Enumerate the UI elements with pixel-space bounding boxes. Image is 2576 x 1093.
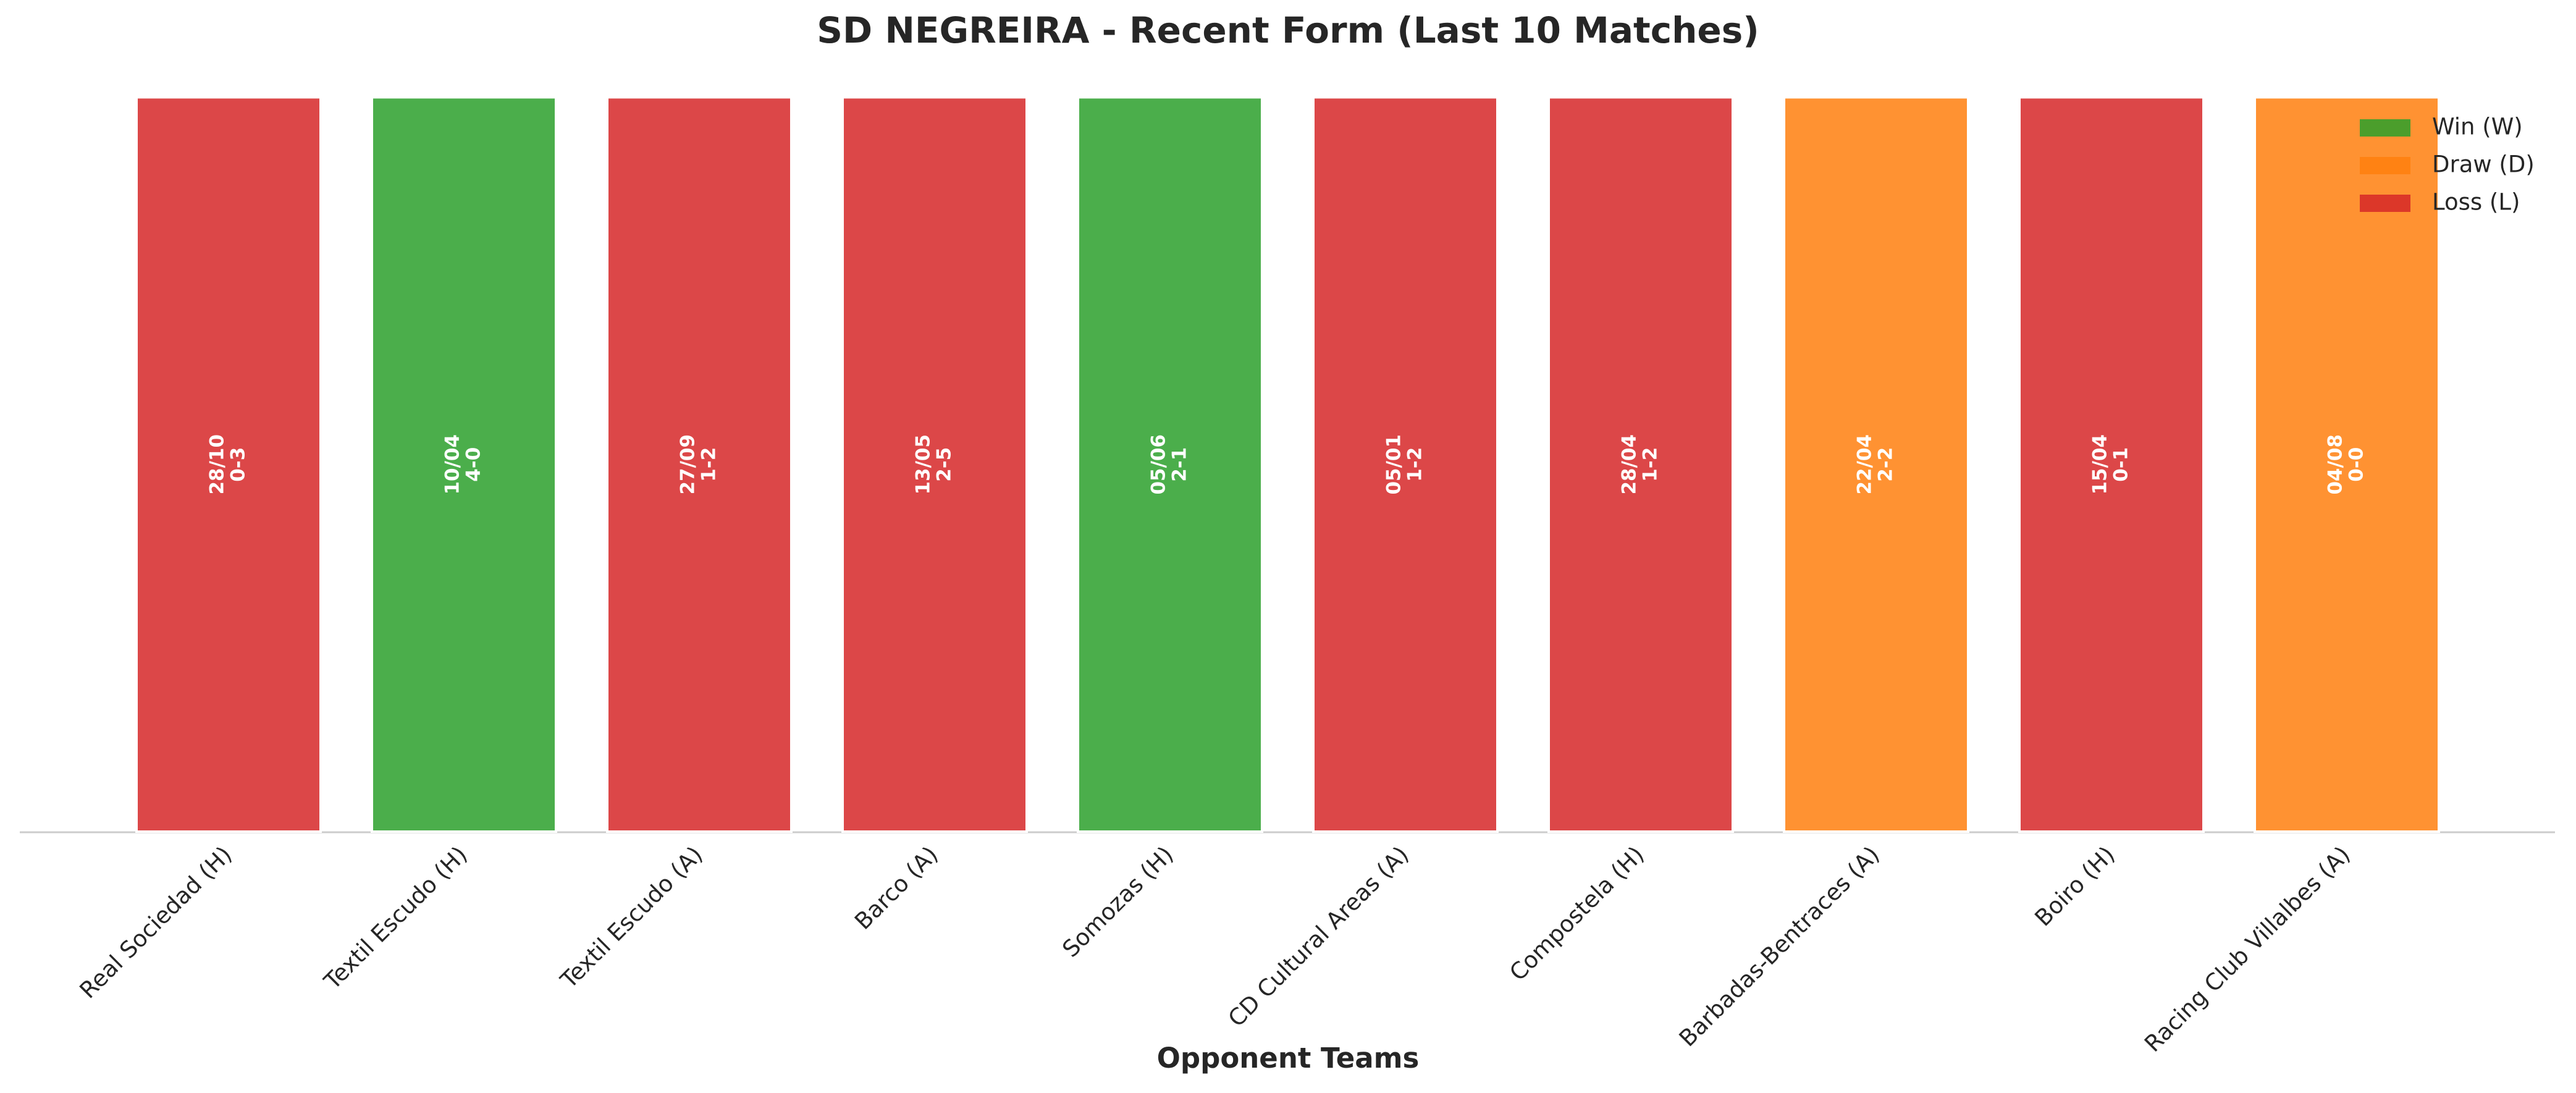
bar xyxy=(371,96,557,833)
x-tick-label: Real Sociedad (H) xyxy=(75,841,237,1003)
x-tick-label: Racing Club Villalbes (A) xyxy=(2139,841,2355,1057)
bar-date-label: 22/04 xyxy=(1854,434,1876,495)
bar-score-label: 2-1 xyxy=(1169,447,1191,482)
legend-swatch xyxy=(2360,119,2410,137)
bar-score-label: 2-5 xyxy=(933,447,956,482)
bar-score-label: 1-2 xyxy=(698,447,720,482)
bar-score-label: 1-2 xyxy=(1639,447,1662,482)
legend-label: Draw (D) xyxy=(2432,151,2535,178)
legend-label: Loss (L) xyxy=(2432,189,2520,216)
bar xyxy=(135,96,322,833)
x-tick-label: Boiro (H) xyxy=(2030,841,2120,931)
legend-swatch xyxy=(2360,157,2410,174)
bar-date-label: 15/04 xyxy=(2089,434,2111,495)
bar-score-label: 0-0 xyxy=(2346,447,2368,482)
bar-date-label: 05/01 xyxy=(1383,434,1405,495)
bar-date-label: 28/04 xyxy=(1618,434,1641,495)
bar xyxy=(2018,96,2205,833)
bar-date-label: 28/10 xyxy=(206,434,229,495)
x-tick-label: Compostela (H) xyxy=(1504,841,1649,985)
bar xyxy=(1547,96,1734,833)
bar-date-label: 04/08 xyxy=(2325,434,2347,495)
x-tick-label: Somozas (H) xyxy=(1057,841,1178,962)
bar-score-label: 2-2 xyxy=(1875,447,1897,482)
bar xyxy=(1312,96,1499,833)
x-tick-label: Barco (A) xyxy=(849,841,943,935)
bar-score-label: 0-1 xyxy=(2110,447,2132,482)
x-tick-label: Textil Escudo (A) xyxy=(555,841,708,994)
bar-date-label: 13/05 xyxy=(912,434,935,495)
bar xyxy=(1077,96,1263,833)
bar-date-label: 27/09 xyxy=(677,434,699,495)
bar-score-label: 4-0 xyxy=(463,447,485,482)
x-axis-label: Opponent Teams xyxy=(1157,1042,1420,1074)
bar-date-label: 10/04 xyxy=(442,434,464,495)
x-tick-label: Barbadas-Bentraces (A) xyxy=(1674,841,1885,1052)
bar xyxy=(841,96,1028,833)
legend-label: Win (W) xyxy=(2432,114,2523,140)
bar-date-label: 05/06 xyxy=(1148,434,1170,495)
chart-title: SD NEGREIRA - Recent Form (Last 10 Match… xyxy=(817,9,1759,51)
bar xyxy=(2254,96,2440,833)
x-tick-label: Textil Escudo (H) xyxy=(319,841,473,995)
bar xyxy=(1783,96,1969,833)
bar xyxy=(606,96,793,833)
bar-score-label: 0-3 xyxy=(227,447,250,482)
x-tick-label: CD Cultural Areas (A) xyxy=(1223,841,1414,1032)
legend-swatch xyxy=(2360,195,2410,212)
bar-score-label: 1-2 xyxy=(1404,447,1426,482)
